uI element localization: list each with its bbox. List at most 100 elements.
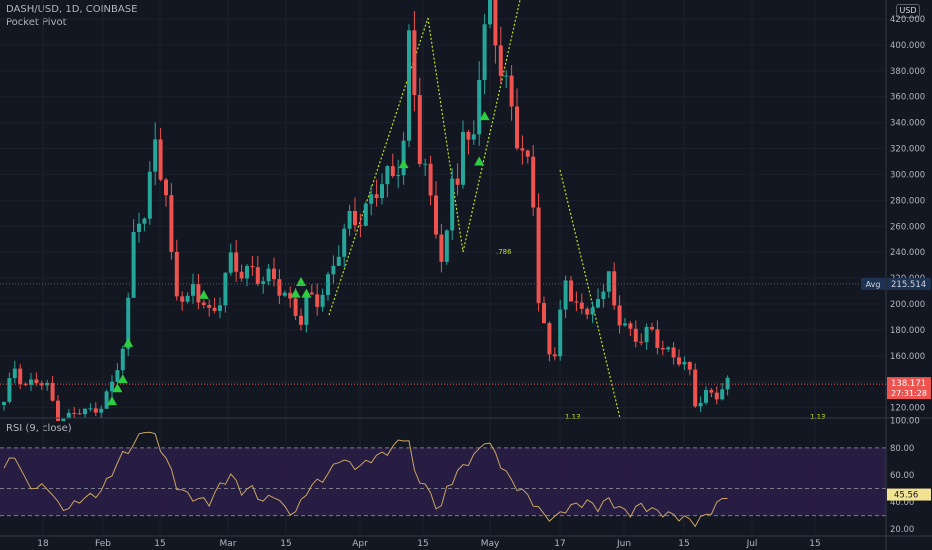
candle-body: [417, 95, 422, 165]
pocket-pivot-triangle: [474, 156, 485, 166]
candle-body: [720, 389, 725, 400]
candle-body: [288, 292, 293, 299]
candle-body: [185, 295, 190, 302]
candle-body: [623, 323, 627, 326]
date-tick-label: Jun: [616, 539, 631, 549]
candle-body: [644, 326, 649, 343]
candle-body: [126, 297, 131, 349]
candle-body: [687, 361, 692, 370]
price-tick-label: 260.000: [890, 222, 925, 232]
candle-body: [277, 279, 282, 296]
candle-body: [493, 0, 498, 46]
candle-body: [326, 274, 330, 295]
rsi-value-badge: [887, 488, 931, 501]
candle-body: [725, 377, 730, 390]
candle-body: [407, 30, 411, 141]
candle-body: [272, 268, 276, 280]
date-tick-label: Feb: [95, 539, 111, 549]
candle-body: [331, 265, 336, 275]
candle-body: [315, 294, 320, 307]
candle-body: [428, 163, 433, 196]
rsi-legend[interactable]: RSI (9, close): [6, 423, 72, 434]
candle-body: [212, 307, 217, 311]
candle-body: [77, 413, 82, 415]
fib-lines: .786 1.13 1.13: [328, 0, 826, 421]
fib-line: [427, 17, 464, 253]
candle-body: [693, 369, 698, 407]
candle-body: [369, 194, 374, 204]
candle-body: [525, 150, 530, 157]
candle-body: [601, 291, 606, 299]
candle-body: [482, 24, 487, 80]
fib-label: .786: [496, 248, 512, 256]
price-tick-label: 360.000: [890, 93, 925, 103]
candle-body: [239, 271, 244, 279]
candle-body: [390, 166, 395, 177]
candle-body: [547, 323, 552, 355]
candle-body: [677, 357, 681, 365]
candle-body: [439, 234, 444, 262]
candle-body: [299, 315, 303, 325]
candle-body: [531, 156, 536, 208]
fib-label: 1.13: [810, 413, 826, 421]
pocket-pivot-triangle: [479, 111, 490, 121]
pocket-pivot-triangle: [301, 288, 312, 298]
candle-body: [380, 184, 384, 199]
candle-body: [617, 305, 622, 326]
avg-label: Avg: [866, 280, 881, 289]
candle-body: [234, 252, 239, 272]
symbol-legend[interactable]: DASH/USD, 1D, COINBASE: [6, 4, 138, 15]
rsi-value: 45.56: [894, 491, 918, 501]
rsi-tick-label: 60.00: [890, 471, 914, 481]
candle-body: [110, 381, 114, 392]
pocket-pivot-triangle: [107, 396, 117, 406]
candle-body: [682, 361, 687, 365]
rsi-band: [0, 447, 886, 517]
candle-body: [612, 271, 617, 306]
fib-label: 1.13: [565, 413, 581, 421]
price-tick-label: 240.000: [890, 248, 925, 258]
date-tick-label: Jul: [746, 539, 758, 549]
candle-body: [158, 139, 163, 180]
pocket-pivot-triangle: [290, 288, 301, 298]
pocket-pivot-triangle: [112, 383, 123, 393]
pocket-pivot-triangle: [198, 289, 209, 299]
candle-body: [174, 251, 179, 297]
candle-body: [709, 390, 714, 393]
fib-line: [559, 169, 621, 419]
currency-badge[interactable]: USD: [896, 4, 920, 18]
date-tick-label: Apr: [352, 539, 368, 549]
candle-body: [250, 266, 255, 268]
candle-body: [131, 232, 136, 298]
candle-body: [34, 379, 39, 384]
candle-body: [655, 329, 660, 348]
candle-body: [342, 228, 347, 257]
candle-body: [7, 378, 12, 402]
avg-value-badge: [887, 277, 931, 290]
candle-body: [191, 284, 195, 296]
candle-body: [639, 341, 644, 343]
candle-body: [671, 347, 676, 358]
candle-body: [471, 134, 476, 140]
candle-body: [196, 284, 201, 303]
date-tick-label: 15: [678, 539, 689, 549]
candle-body: [207, 305, 212, 308]
candle-body: [336, 256, 341, 266]
pocket-pivot-triangle: [398, 159, 409, 169]
price-tick-label: 380.000: [890, 67, 925, 77]
candle-body: [169, 195, 174, 252]
candle-body: [542, 303, 546, 324]
candle-body: [579, 302, 584, 309]
rsi-series-line: [3, 431, 728, 528]
indicator-legend[interactable]: Pocket Pivot: [6, 17, 67, 28]
rsi-line: [3, 431, 728, 528]
candle-body: [266, 268, 271, 282]
price-tick-label: 280.000: [890, 196, 925, 206]
date-tick-label: 15: [809, 539, 820, 549]
current-price-badge: [887, 377, 931, 400]
candle-body: [18, 368, 23, 384]
date-tick-label: 15: [154, 539, 165, 549]
candle-body: [83, 408, 87, 415]
